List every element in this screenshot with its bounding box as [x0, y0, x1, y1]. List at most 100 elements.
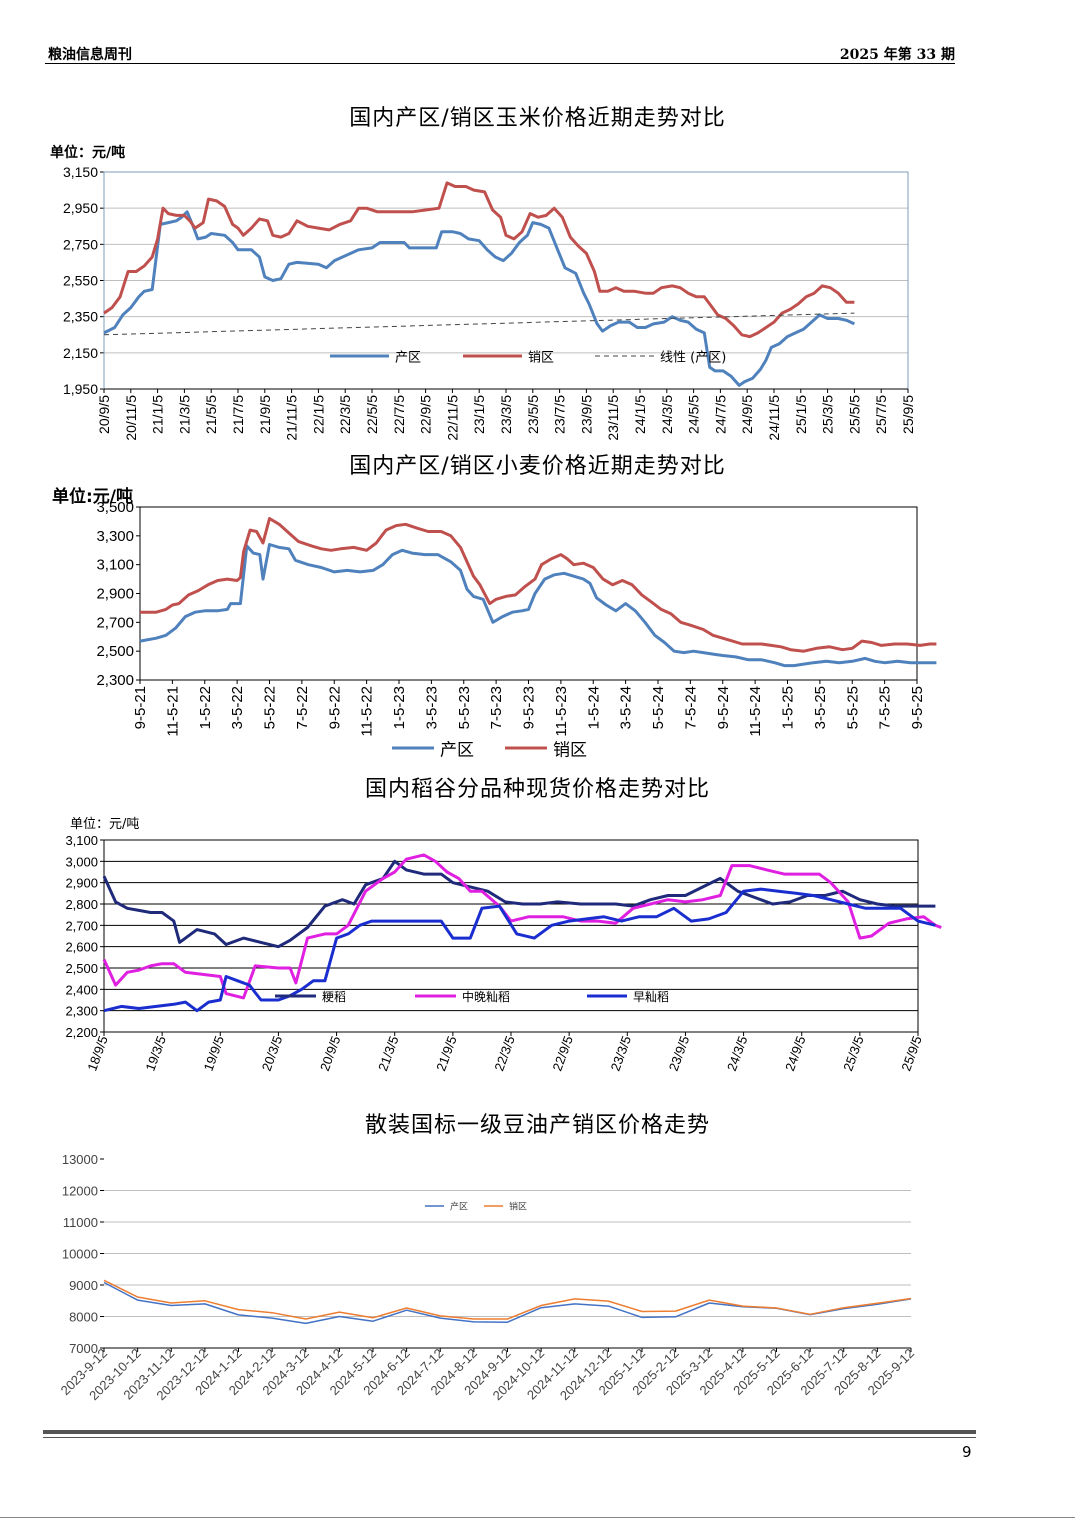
x-tick-label: 7-5-22	[294, 686, 311, 729]
legend-label: 销区	[509, 1201, 527, 1213]
y-tick-label: 2,600	[65, 940, 98, 955]
x-tick-label: 3-5-23	[423, 686, 440, 729]
x-tick-label: 20/11/5	[123, 395, 139, 441]
header-rule	[45, 63, 955, 64]
x-tick-label: 23/7/5	[552, 395, 568, 434]
x-tick-label: 1-5-22	[197, 686, 214, 729]
legend-label: 产区	[395, 351, 421, 366]
series-line-1	[102, 859, 936, 949]
x-tick-label: 23/3/5	[608, 1034, 634, 1073]
y-tick-label: 2,500	[96, 643, 134, 660]
x-tick-label: 1-5-25	[780, 686, 797, 729]
footer-rule-thick	[43, 1430, 976, 1434]
x-tick-label: 23/9/5	[578, 395, 594, 434]
legend-label: 销区	[553, 741, 587, 761]
series-line-2	[103, 181, 855, 339]
y-tick-label: 12000	[62, 1184, 98, 1199]
x-tick-label: 9-5-21	[132, 686, 149, 729]
y-tick-label: 2,300	[65, 1004, 98, 1019]
x-tick-label: 5-5-23	[456, 686, 473, 729]
x-tick-label: 3-5-24	[618, 686, 635, 729]
y-tick-label: 8000	[69, 1310, 98, 1325]
page-number: 9	[962, 1443, 972, 1461]
x-tick-label: 19/9/5	[201, 1034, 227, 1073]
footer-rule-thin	[43, 1437, 976, 1438]
x-tick-label: 23/1/5	[471, 395, 487, 434]
x-tick-label: 22/5/5	[364, 395, 380, 434]
x-tick-label: 24/5/5	[686, 395, 702, 434]
y-tick-label: 2,300	[96, 672, 134, 689]
series-line-3	[103, 312, 855, 336]
chart-title-wheat: 国内产区/销区小麦价格近期走势对比	[349, 454, 726, 479]
x-tick-label: 23/3/5	[498, 395, 514, 434]
x-tick-label: 23/9/5	[666, 1034, 692, 1073]
y-tick-label: 2,900	[65, 876, 98, 891]
x-tick-label: 20/9/5	[317, 1034, 343, 1073]
y-tick-label: 2,950	[63, 200, 98, 216]
series-line-2	[103, 1279, 912, 1320]
chart-title-soyoil: 散装国标一级豆油产销区价格走势	[364, 1113, 710, 1138]
x-tick-label: 22/9/5	[550, 1034, 576, 1073]
y-tick-label: 1,950	[63, 381, 98, 397]
chart-rice: 单位：元/吨 2,200 2,300 2,400 2,500 2,600 2,700 2,80…	[65, 817, 942, 1073]
x-tick-label: 5-5-25	[844, 686, 861, 729]
y-tick-label: 13000	[62, 1152, 98, 1167]
chart-soyoil: 700080009000100001100012000130002023-9-1…	[58, 1152, 918, 1403]
x-tick-label: 21/5/5	[203, 395, 219, 434]
chart-title-corn: 国内产区/销区玉米价格近期走势对比	[349, 106, 726, 131]
x-tick-label: 21/9/5	[257, 395, 273, 434]
y-tick-label: 2,200	[65, 1025, 98, 1040]
y-tick-label: 2,700	[65, 918, 98, 933]
x-tick-label: 21/7/5	[230, 395, 246, 434]
unit-label: 单位：元/吨	[50, 144, 125, 161]
series-line-2	[140, 517, 937, 653]
legend-label: 粳稻	[322, 990, 346, 1004]
legend-label: 中晚籼稻	[462, 989, 510, 1004]
x-tick-label: 11-5-22	[359, 686, 376, 737]
series-line-1	[103, 210, 856, 387]
x-tick-label: 11-5-24	[747, 686, 764, 737]
y-tick-label: 3,100	[65, 833, 98, 848]
series-line-1	[139, 543, 937, 668]
x-tick-label: 22/9/5	[418, 395, 434, 434]
x-tick-label: 21/3/5	[375, 1034, 401, 1073]
x-tick-label: 25/9/5	[900, 395, 916, 434]
x-tick-label: 3-5-25	[812, 686, 829, 729]
x-tick-label: 22/11/5	[444, 395, 460, 441]
y-tick-label: 2,350	[63, 309, 98, 325]
legend-label: 早籼稻	[633, 990, 669, 1004]
x-tick-label: 7-5-25	[877, 686, 894, 729]
x-tick-label: 9-5-23	[521, 686, 538, 729]
y-tick-label: 2,150	[63, 345, 98, 361]
x-tick-label: 22/3/5	[337, 395, 353, 434]
x-tick-label: 24/9/5	[782, 1034, 808, 1073]
x-tick-label: 24/9/5	[739, 395, 755, 434]
y-tick-label: 9000	[69, 1278, 98, 1293]
legend-label: 产区	[450, 1201, 468, 1213]
x-tick-label: 23/5/5	[525, 395, 541, 434]
x-tick-label: 21/3/5	[176, 395, 192, 434]
x-tick-label: 22/3/5	[491, 1034, 517, 1073]
chart-corn: 单位：元/吨 1,950 2,150 2,350 2,550 2,750 2,950 3,15…	[50, 144, 916, 441]
header-issue: 2025 年第 33 期	[839, 47, 955, 63]
unit-label: 单位:元/吨	[52, 486, 133, 507]
series-line-1	[103, 1281, 912, 1325]
y-tick-label: 3,500	[96, 499, 134, 516]
x-tick-label: 24/1/5	[632, 395, 648, 434]
x-tick-label: 23/11/5	[605, 395, 621, 441]
y-tick-label: 10000	[62, 1247, 98, 1262]
x-tick-label: 25/3/5	[840, 1034, 866, 1073]
legend-label: 线性 (产区)	[660, 351, 726, 366]
x-tick-label: 20/3/5	[259, 1034, 285, 1073]
x-tick-label: 22/1/5	[310, 395, 326, 434]
y-tick-label: 2,550	[63, 273, 98, 289]
x-tick-label: 7-5-23	[488, 686, 505, 729]
x-tick-label: 1-5-23	[391, 686, 408, 729]
x-tick-label: 24/7/5	[712, 395, 728, 434]
series-line-3	[103, 887, 936, 1013]
x-tick-label: 9-5-25	[909, 686, 926, 729]
plot-frame	[103, 839, 919, 1033]
y-tick-label: 3,150	[63, 164, 98, 180]
x-tick-label: 25/3/5	[820, 395, 836, 434]
x-tick-label: 9-5-24	[715, 686, 732, 729]
